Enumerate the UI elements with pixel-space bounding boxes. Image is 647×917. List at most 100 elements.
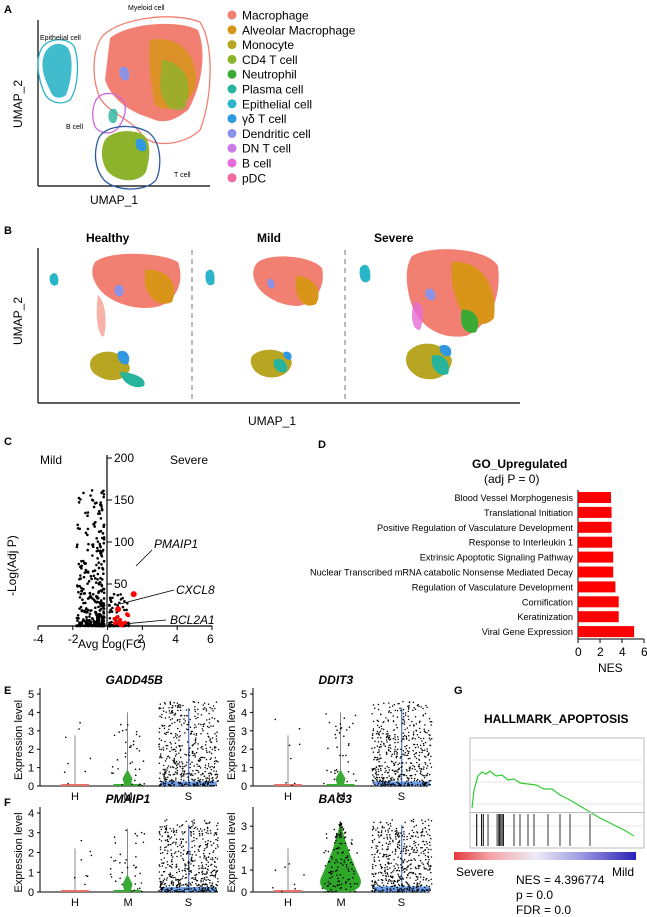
- legend-label: CD4 T cell: [242, 53, 298, 67]
- violin-point: [396, 833, 398, 835]
- violin-point: [212, 842, 215, 844]
- violin-point: [163, 775, 165, 777]
- violin-point: [393, 880, 395, 883]
- umap-mild: [205, 256, 323, 378]
- violin-point: [373, 875, 375, 878]
- violin-point: [298, 727, 301, 730]
- volcano-point: [99, 576, 102, 580]
- violin-ytick: 4: [28, 707, 34, 719]
- violin-point: [422, 863, 425, 865]
- panel-label-g: G: [454, 685, 463, 697]
- volcano-point: [102, 572, 105, 576]
- volcano-point: [84, 511, 87, 515]
- violin-point: [204, 764, 207, 767]
- violin-point: [183, 722, 185, 724]
- violin-ytick: 5: [28, 689, 34, 701]
- violin-point: [114, 880, 117, 883]
- violin-point: [179, 730, 181, 733]
- violin-point: [427, 869, 429, 871]
- violin-point: [394, 736, 396, 738]
- panel-a-umap: Myeloid cell Epithelial cell B cell T ce…: [11, 5, 211, 207]
- violin-point: [193, 833, 195, 835]
- violin-point: [372, 704, 375, 706]
- violin-point: [351, 863, 354, 866]
- violin-point: [182, 838, 185, 841]
- violin-point: [142, 760, 145, 763]
- violin-point: [204, 867, 207, 870]
- violin-point: [90, 854, 93, 857]
- violin-point: [174, 755, 177, 757]
- violin-point: [191, 730, 193, 733]
- violin-point: [409, 774, 411, 777]
- violin-point: [208, 736, 210, 738]
- violin-point: [213, 766, 215, 769]
- violin-point: [138, 784, 140, 787]
- violin-point: [165, 778, 167, 780]
- violin-point: [158, 743, 160, 746]
- volcano-point: [100, 584, 104, 588]
- violin-point: [383, 744, 385, 746]
- violin-point: [125, 728, 127, 731]
- legend-label: Alveolar Macrophage: [242, 23, 356, 37]
- violin-point: [169, 703, 172, 706]
- violin-ytick: 3: [28, 726, 34, 738]
- violin-point: [424, 731, 427, 734]
- violin-point: [207, 832, 209, 835]
- volcano-point: [95, 563, 98, 567]
- violin-point: [195, 732, 198, 735]
- violin-point: [411, 829, 414, 832]
- volcano-point: [119, 598, 123, 601]
- violin-point: [396, 881, 399, 883]
- violin-point: [405, 850, 407, 852]
- gene-label-pmaip1: PMAIP1: [154, 537, 198, 551]
- violin-point: [378, 732, 380, 734]
- volcano-point: [99, 517, 103, 520]
- violin-point: [383, 870, 386, 873]
- violin-point: [132, 743, 135, 746]
- violin-point: [414, 866, 417, 868]
- volcano-point: [75, 545, 79, 549]
- violin-point: [216, 869, 219, 872]
- violin-point: [415, 729, 418, 732]
- violin-point: [384, 866, 386, 869]
- violin-point: [388, 702, 390, 704]
- violin-point: [347, 870, 350, 873]
- violin-point: [411, 785, 413, 787]
- violin-point: [162, 881, 164, 883]
- violin-point: [373, 859, 375, 861]
- violin-point: [201, 883, 204, 886]
- violin-point: [404, 887, 406, 890]
- violin-point: [203, 857, 205, 859]
- violin-point: [160, 748, 163, 751]
- violin-point: [215, 832, 218, 834]
- violin-point: [162, 879, 165, 882]
- violin-point: [412, 871, 415, 874]
- violin-point: [170, 732, 173, 735]
- volcano-red-point: [119, 621, 124, 626]
- violin-point: [186, 715, 188, 717]
- violin-point: [378, 859, 381, 862]
- violin-point: [339, 832, 342, 835]
- violin-point: [170, 830, 173, 832]
- violin-point: [397, 879, 399, 882]
- violin-point: [176, 878, 179, 881]
- violin-point: [120, 723, 122, 726]
- violin-point: [197, 743, 199, 745]
- violin-point: [413, 725, 415, 727]
- violin-point: [205, 779, 208, 782]
- volcano-point: [102, 541, 106, 545]
- violin-point: [195, 837, 198, 840]
- violin-point: [179, 745, 181, 747]
- volcano-point: [80, 567, 83, 570]
- violin-point: [403, 784, 406, 786]
- violin-point: [175, 884, 178, 887]
- violin-point: [170, 743, 172, 745]
- violin-point: [193, 742, 196, 745]
- violin-point: [418, 780, 421, 782]
- violin-point: [347, 859, 350, 861]
- volcano-point: [100, 508, 104, 512]
- violin-point: [386, 873, 389, 875]
- violin-point: [207, 840, 209, 842]
- violin-point: [411, 891, 413, 893]
- violin-point: [378, 751, 380, 753]
